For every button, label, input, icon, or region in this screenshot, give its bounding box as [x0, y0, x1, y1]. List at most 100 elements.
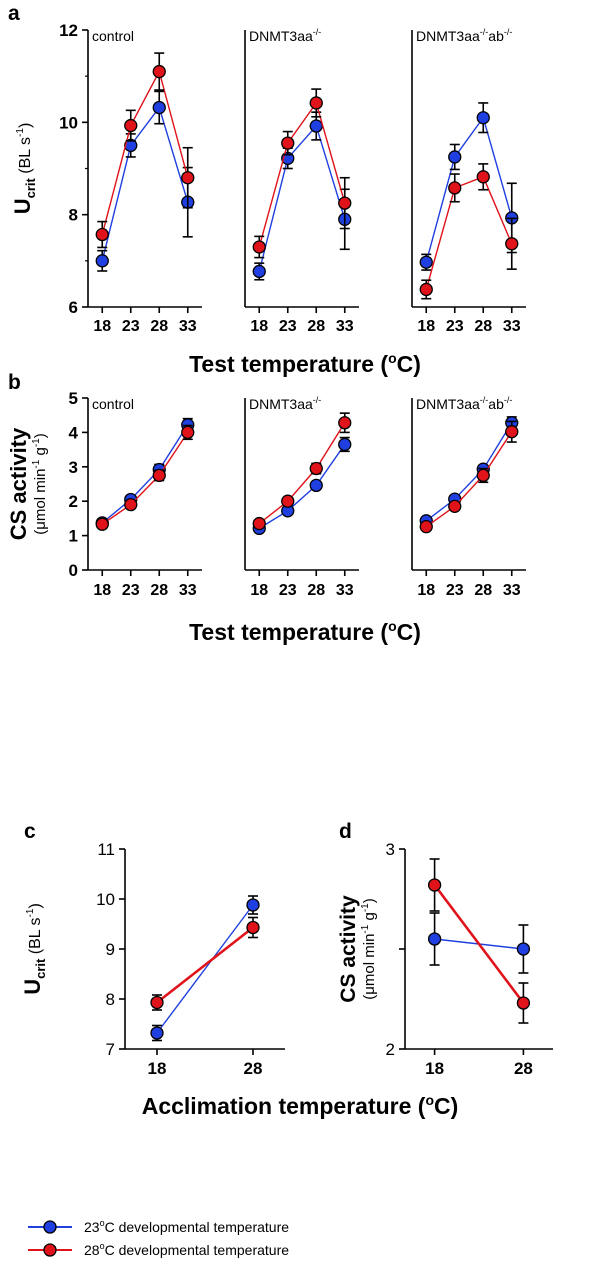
y-label-unit: )	[17, 123, 34, 128]
series-28-line	[101, 432, 189, 525]
panel-letter: a	[8, 2, 20, 25]
y-axis-unit: (μmol min-1 g-1)	[31, 433, 49, 534]
y-label-unit-sup: -1	[15, 128, 26, 137]
y-label-unit: )	[32, 433, 49, 438]
y-label-sub: crit	[23, 177, 38, 198]
x-tick-label: 28	[244, 1059, 263, 1078]
subplot-1: 18 23 28 33 control	[87, 396, 202, 599]
subplot-title-sup: -/-	[313, 395, 322, 405]
subplot-title-mid: ab	[488, 396, 504, 412]
panel-c: c 7 8 9 10 11 18 28 Ucrit (BL s-1)	[20, 820, 285, 1078]
y-tick-label: 12	[59, 21, 78, 40]
y-tick-label: 11	[97, 840, 115, 859]
legend-label: 28oC developmental temperature	[84, 1241, 289, 1258]
x-tick-label: 28	[474, 582, 492, 599]
y-label-unit: g	[32, 447, 49, 460]
y-label-unit: (BL s	[17, 137, 34, 178]
series-28-point	[181, 171, 195, 185]
series-28-point	[476, 468, 490, 483]
legend-sup: o	[100, 1218, 105, 1228]
x-label-sup: o	[388, 350, 397, 366]
x-tick-label: 28	[150, 318, 168, 335]
subplot-title-text: DNMT3aa	[416, 396, 480, 412]
subplot-title: control	[92, 396, 134, 412]
x-tick-label: 28	[514, 1059, 533, 1078]
series-28-point	[95, 227, 109, 242]
x-tick-label: 23	[279, 318, 297, 335]
series-28-line	[156, 926, 254, 1004]
legend-text: C developmental temperature	[105, 1219, 290, 1235]
series-23-line	[425, 116, 513, 263]
y-label-unit-sup: -1	[31, 438, 42, 447]
y-label-unit-sup: -1	[31, 459, 42, 468]
subplot-title-sup: -/-	[480, 27, 489, 37]
series-28-point	[309, 461, 323, 476]
y-tick-label: 9	[106, 940, 115, 959]
series-28-point	[181, 425, 195, 440]
series-28-point	[516, 996, 531, 1010]
subplot-title-sup: -/-	[504, 395, 513, 405]
series-28-line	[425, 175, 513, 290]
y-tick-label: 3	[69, 458, 78, 477]
panel-letter: d	[339, 820, 352, 843]
series-23-point	[448, 150, 462, 164]
series-28-point	[252, 240, 266, 254]
subplot-title-text: DNMT3aa	[249, 28, 313, 44]
subplot-title-text: control	[92, 396, 134, 412]
series-28-point	[505, 425, 519, 439]
x-tick-label: 28	[150, 582, 168, 599]
series-23-point	[338, 437, 352, 452]
series-23-point	[252, 264, 266, 279]
subplot-title: control	[92, 28, 134, 44]
y-tick-label: 3	[386, 840, 395, 859]
subplot-title-text: DNMT3aa	[249, 396, 313, 412]
legend-marker	[43, 1220, 57, 1234]
series-28-point	[124, 497, 138, 512]
x-tick-label: 28	[307, 318, 325, 335]
series-23-point	[516, 942, 531, 956]
y-label-main: U	[20, 979, 45, 995]
series-28-line	[101, 69, 189, 235]
series-28-point	[505, 237, 519, 251]
x-tick-label: 18	[250, 318, 268, 335]
y-label-unit: )	[27, 903, 44, 908]
series-23-point	[152, 100, 166, 115]
series-23-point	[419, 255, 433, 269]
y-axis-label: Ucrit (BL s-1)	[10, 123, 38, 215]
y-axis-label: Ucrit (BL s-1)	[20, 903, 48, 995]
x-tick-label: 18	[93, 582, 111, 599]
y-tick-label: 10	[96, 890, 115, 909]
subplot-title: DNMT3aa-/-	[249, 395, 321, 412]
series-28-point	[309, 96, 323, 110]
x-tick-label: 28	[307, 582, 325, 599]
y-label-sub: crit	[33, 958, 48, 979]
x-tick-label: 18	[93, 318, 111, 335]
subplot-title: DNMT3aa-/-	[249, 27, 321, 44]
subplot-title: DNMT3aa-/-ab-/-	[416, 27, 512, 44]
x-tick-label: 23	[446, 582, 464, 599]
y-tick-label: 8	[69, 206, 78, 225]
y-axis-unit: (μmol min-1 g-1)	[360, 898, 378, 999]
series-28-point	[246, 920, 260, 935]
series-28-point	[95, 517, 109, 531]
y-tick-label: 0	[69, 561, 78, 580]
x-tick-label: 18	[417, 318, 435, 335]
x-label-sup: o	[388, 618, 397, 634]
legend-text: 23	[84, 1219, 100, 1235]
subplot-title: DNMT3aa-/-ab-/-	[416, 395, 512, 412]
panel-letter: c	[24, 820, 36, 843]
subplot-2: 18 23 28 33 DNMT3aa-/-	[244, 395, 359, 599]
legend-text: C developmental temperature	[105, 1242, 290, 1258]
x-tick-label: 23	[122, 582, 140, 599]
x-tick-label: 33	[179, 318, 197, 335]
x-axis-label-cd: Acclimation temperature (oC)	[142, 1092, 459, 1119]
series-23-point	[246, 898, 260, 912]
subplot-title-sup: -/-	[480, 395, 489, 405]
series-28-point	[150, 995, 164, 1010]
y-label-unit: (μmol min	[361, 934, 378, 1000]
subplot-2: 18 23 28 33 DNMT3aa-/-	[244, 27, 359, 335]
series-23-point	[309, 478, 323, 493]
